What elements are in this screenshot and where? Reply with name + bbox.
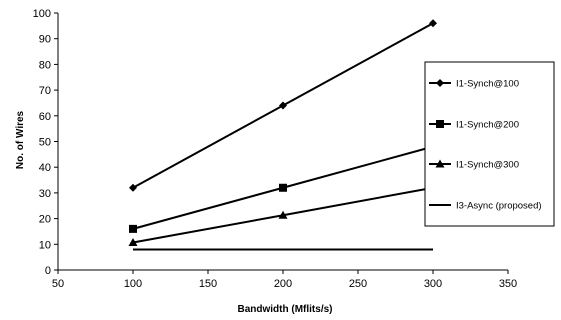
y-tick-label: 30 bbox=[39, 188, 51, 200]
x-axis-title: Bandwidth (Mflits/s) bbox=[238, 304, 333, 315]
x-tick-label: 300 bbox=[424, 278, 442, 290]
series-2 bbox=[129, 142, 437, 233]
y-tick-label: 0 bbox=[45, 265, 51, 277]
legend-swatch-marker bbox=[435, 159, 445, 168]
data-point bbox=[129, 183, 137, 192]
y-tick-label: 10 bbox=[39, 239, 51, 251]
legend-label: I1-Synch@200 bbox=[456, 120, 519, 131]
legend-item: I3-Async (proposed) bbox=[429, 201, 542, 212]
series-layer bbox=[128, 19, 438, 251]
x-tick-label: 150 bbox=[199, 278, 217, 290]
x-tick-label: 100 bbox=[124, 278, 142, 290]
legend-swatch-marker bbox=[436, 79, 444, 87]
y-tick-label: 70 bbox=[39, 85, 51, 97]
series-1 bbox=[129, 19, 437, 192]
y-tick-label: 80 bbox=[39, 59, 51, 71]
data-point bbox=[278, 210, 288, 219]
data-point bbox=[129, 224, 137, 233]
x-tick-label: 250 bbox=[349, 278, 367, 290]
y-axis-title: No. of Wires bbox=[15, 110, 26, 169]
legend: I1-Synch@100 I1-Synch@200 I1-Synch@300 I3-A… bbox=[424, 61, 555, 227]
data-point bbox=[429, 19, 437, 28]
y-tick-label: 100 bbox=[33, 8, 51, 20]
legend-item: I1-Synch@100 bbox=[429, 79, 519, 90]
y-tick-label: 50 bbox=[39, 137, 51, 149]
y-tick-label: 90 bbox=[39, 34, 51, 46]
x-tick-label: 50 bbox=[52, 278, 64, 290]
data-point bbox=[128, 238, 138, 247]
legend-swatch-marker bbox=[436, 120, 444, 128]
x-tick-label: 200 bbox=[274, 278, 292, 290]
legend-label: I1-Synch@100 bbox=[456, 79, 519, 90]
legend-label: I3-Async (proposed) bbox=[456, 201, 542, 212]
legend-item: I1-Synch@200 bbox=[429, 120, 519, 131]
y-axis-ticks: 0 10 20 30 40 50 60 70 80 90 100 bbox=[33, 8, 58, 277]
data-point bbox=[279, 183, 287, 192]
legend-label: I1-Synch@300 bbox=[456, 160, 519, 171]
y-tick-label: 60 bbox=[39, 111, 51, 123]
series-3 bbox=[128, 183, 438, 247]
y-tick-label: 20 bbox=[39, 214, 51, 226]
x-tick-label: 350 bbox=[499, 278, 517, 290]
y-tick-label: 40 bbox=[39, 162, 51, 174]
data-point bbox=[279, 101, 287, 110]
x-axis-ticks: 50 100 150 200 250 300 350 bbox=[52, 270, 517, 290]
legend-box bbox=[424, 61, 555, 227]
legend-item: I1-Synch@300 bbox=[429, 159, 519, 171]
